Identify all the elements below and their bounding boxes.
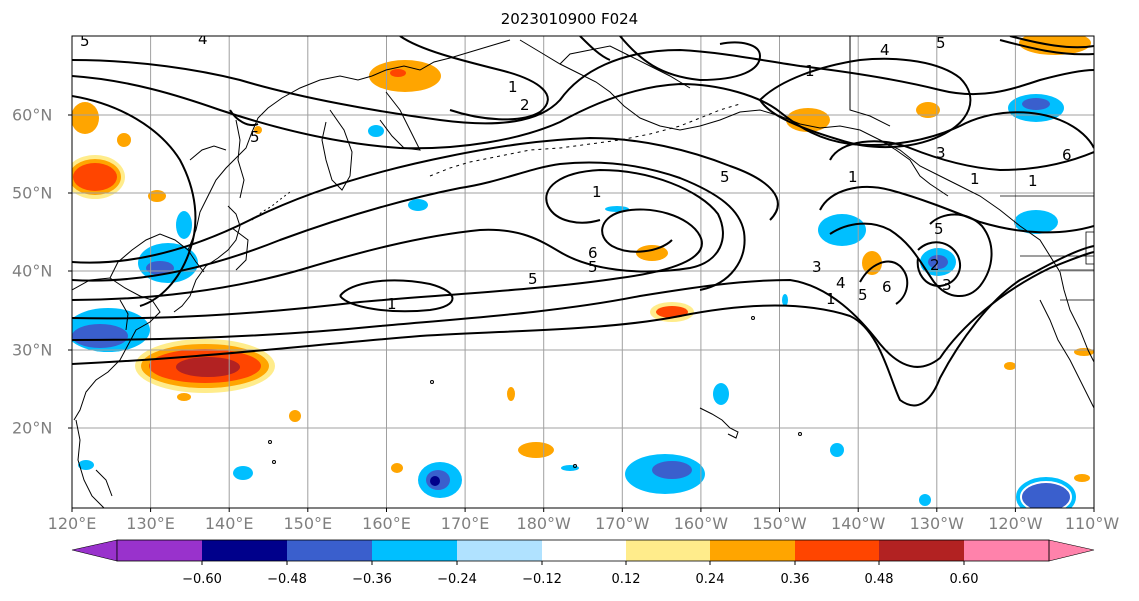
coastlines xyxy=(72,36,1094,508)
contour-label: 1 xyxy=(826,290,836,308)
graticule xyxy=(72,36,1094,508)
contour-label: 6 xyxy=(882,278,892,296)
colorbar-tick-label: −0.48 xyxy=(267,572,307,587)
contour-label: 3 xyxy=(942,276,952,294)
colorbar-bin xyxy=(117,540,202,561)
lat-label: 50°N xyxy=(12,183,53,203)
contour-label: 2 xyxy=(520,96,530,114)
contour-label: 2 xyxy=(930,256,940,274)
contour-label: 5 xyxy=(250,128,260,146)
colorbar-bin xyxy=(457,540,542,561)
lon-label: 170°W xyxy=(595,514,650,533)
axis-ticks xyxy=(68,114,1095,512)
lon-label: 130°W xyxy=(909,514,964,533)
colorbar-bin xyxy=(964,540,1049,561)
contour-label: 1 xyxy=(1028,172,1038,190)
contour-label: 4 xyxy=(198,30,208,48)
lon-label: 140°E xyxy=(204,514,254,533)
colorbar-bin xyxy=(287,540,372,561)
lat-label: 40°N xyxy=(12,261,53,281)
colorbar-bin xyxy=(372,540,457,561)
lon-label: 150°E xyxy=(283,514,333,533)
contour-label: 4 xyxy=(880,41,890,59)
contour-label: 5 xyxy=(936,34,946,52)
lon-label: 130°E xyxy=(126,514,175,533)
contour-label: 6 xyxy=(1062,146,1072,164)
contour-label: 1 xyxy=(970,170,980,188)
contour-label: 1 xyxy=(508,78,518,96)
colorbar-bin xyxy=(202,540,287,561)
colorbar-tick-label: 0.12 xyxy=(611,572,641,587)
colorbar-extend-max xyxy=(1048,539,1095,562)
map-title: 2023010900 F024 xyxy=(500,10,639,28)
lon-label: 170°E xyxy=(440,514,490,533)
contour-label: 1 xyxy=(848,168,858,186)
colorbar-tick-label: 0.48 xyxy=(864,572,894,587)
lon-label: 120°W xyxy=(988,514,1043,533)
contour-label: 5 xyxy=(588,258,598,276)
lat-label: 30°N xyxy=(12,340,53,360)
colorbar-tick-label: −0.12 xyxy=(522,572,562,587)
colorbar-tick-label: −0.36 xyxy=(352,572,392,587)
contour-label: 4 xyxy=(836,274,846,292)
lon-label: 140°W xyxy=(831,514,886,533)
contour-label: 1 xyxy=(592,183,602,201)
contour-label: 5 xyxy=(80,32,90,50)
lon-label: 160°E xyxy=(362,514,411,533)
map-frame xyxy=(71,35,1095,509)
colorbar-tick-label: 0.36 xyxy=(780,572,810,587)
lat-label: 20°N xyxy=(12,418,53,438)
contour-label: 3 xyxy=(812,258,822,276)
contours xyxy=(72,36,1094,407)
contour-label: 5 xyxy=(934,220,944,238)
colorbar-tick-label: 0.24 xyxy=(695,572,725,587)
colorbar-bin xyxy=(879,540,964,561)
lon-label: 120°E xyxy=(47,514,97,533)
lon-label: 110°W xyxy=(1064,514,1120,533)
lon-label: 180°W xyxy=(516,514,571,533)
contour-label: 5 xyxy=(720,168,730,186)
lon-label: 160°W xyxy=(673,514,729,533)
colorbar xyxy=(71,539,1095,565)
colorbar-bin xyxy=(795,540,879,561)
colorbar-bin xyxy=(542,540,626,561)
contour-label: 1 xyxy=(387,295,397,313)
colorbar-extend-min xyxy=(71,539,118,562)
contour-labels: 5 4 5 1 2 1 5 1 5 6 5 1 4 5 1 1 5 3 1 3 … xyxy=(80,30,1072,313)
colorbar-bin xyxy=(710,540,795,561)
contour-label: 5 xyxy=(858,286,868,304)
colorbar-tick-label: −0.60 xyxy=(182,572,222,587)
contour-label: 3 xyxy=(936,144,946,162)
colorbar-bin xyxy=(626,540,710,561)
contour-label: 6 xyxy=(588,244,598,262)
colorbar-tick-label: 0.60 xyxy=(949,572,979,587)
contour-label: 1 xyxy=(805,62,815,80)
colorbar-tick-label: −0.24 xyxy=(437,572,477,587)
lat-label: 60°N xyxy=(12,105,53,125)
contour-label: 5 xyxy=(528,270,538,288)
lon-label: 150°W xyxy=(752,514,807,533)
